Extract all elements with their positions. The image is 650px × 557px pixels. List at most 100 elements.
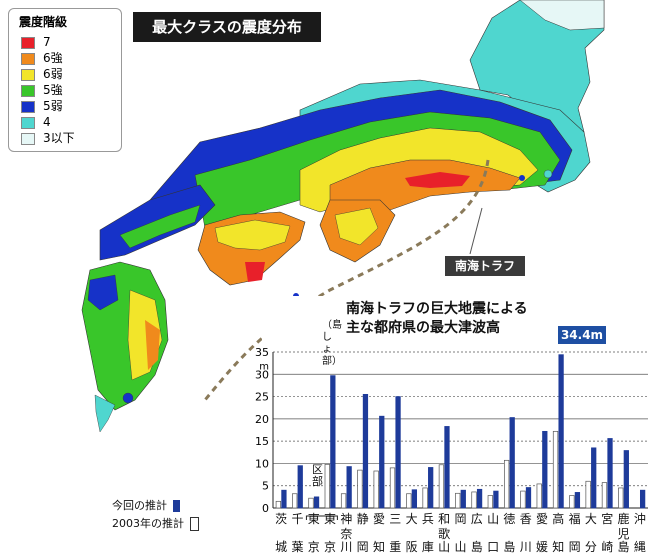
legend-2003: 2003年の推計 [112,515,199,533]
x-tick-label-top: 高 [552,512,565,526]
y-tick-label: 20 [255,413,269,426]
x-tick-label-top: 愛 [372,512,385,526]
bar-current [330,375,336,509]
x-tick-label-top: 宮 [601,512,614,526]
x-tick-label-bottom: 島 [503,540,516,554]
bar-current [460,489,466,509]
trough-label-leader [469,207,483,255]
legend-swatch [21,100,35,113]
tokyo-bracket [305,515,338,520]
legend-swatch [21,36,35,49]
legend-item: 4 [21,115,51,130]
x-tick-label-top: 鹿児 [617,512,630,541]
bar-2003 [324,463,330,509]
x-tick-label-bottom: 重 [389,540,402,554]
x-tick-label-top: 香 [519,512,532,526]
x-tick-label-bottom: 庫 [421,540,434,554]
chart-title: 南海トラフの巨大地震による 主な都府県の最大津波高 [346,300,576,338]
bar-2003 [373,470,379,509]
map-region-red-tokai [405,172,470,188]
x-tick-label-bottom: 縄 [633,540,646,554]
legend-swatch [21,84,35,97]
x-tick-label-bottom: 島 [617,540,630,554]
intensity-legend: 震度階級 7 6強 6弱 5強 5弱 4 3以下 [8,8,122,152]
x-tick-label-bottom: 阪 [405,540,418,554]
legend-item: 6強 [21,51,63,66]
bar-2003 [340,493,347,509]
bar-current [542,430,548,509]
x-tick-label-bottom: 分 [584,540,597,554]
legend-swatch [21,52,35,65]
x-tick-label-bottom: 川 [519,540,532,554]
chart-title-line1: 南海トラフの巨大地震による [346,301,528,317]
legend-item: 5弱 [21,99,63,114]
x-tick-label-bottom: 知 [552,540,565,554]
x-tick-label-top: 神奈 [340,512,353,541]
bar-2003 [569,495,575,509]
bar-current [362,393,369,509]
legend-item: 5強 [21,83,63,98]
bar-2003 [520,490,526,509]
bar-current [346,466,352,509]
x-tick-label-top: 岡 [454,512,467,526]
x-tick-label-top: 東 [324,512,337,526]
tokyo-ku-note: 区部 [312,463,323,488]
bar-current [395,396,401,509]
x-tick-label-bottom: 葉 [291,540,304,554]
bar-2003 [585,480,591,509]
max-value-callout: 34.4m [558,326,606,344]
y-tick-label: 30 [255,368,269,381]
x-tick-label-top: 大 [405,512,418,526]
x-tick-label-bottom: 口 [487,540,500,554]
legend-item: 3以下 [21,131,75,146]
bar-current [428,467,434,509]
legend-swatch [21,132,35,145]
bar-2003 [471,491,477,509]
bar-current [476,488,483,509]
bar-current [623,450,629,509]
x-tick-label-top: 徳 [503,512,516,526]
tokyo-islands-note: （島しょ部） [322,320,342,367]
bar-2003 [601,482,608,509]
x-tick-label-top: 静 [356,512,369,526]
legend-current: 今回の推計 [112,497,199,515]
bar-2003 [275,500,282,509]
legend-item: 7 [21,35,51,50]
bar-current [313,496,320,509]
x-tick-label-top: 山 [487,512,500,526]
x-tick-label-top: 和歌 [438,512,451,541]
x-tick-label-top: 兵 [421,512,434,526]
x-tick-label-bottom: 媛 [536,540,549,554]
y-tick-label: 35 [255,346,269,359]
bar-current [444,426,450,509]
bar-2003 [618,487,624,509]
x-tick-label-bottom: 京 [307,540,320,554]
bar-current [411,489,418,509]
bar-2003 [438,464,445,509]
x-tick-label-bottom: 京 [324,540,337,554]
x-tick-label-bottom: 山 [438,540,451,554]
x-tick-label-top: 広 [470,512,483,526]
x-tick-label-bottom: 島 [470,540,483,554]
bar-current [574,492,581,509]
x-tick-label-top: 沖 [633,512,646,526]
y-tick-label: 10 [255,457,269,470]
legend-swatch [21,68,35,81]
bar-current [281,489,287,509]
bar-current [379,415,385,509]
bar-2003 [406,493,412,509]
bar-2003 [503,459,510,509]
bar-2003 [455,492,461,509]
nankai-trough-line [203,159,490,401]
legend-item: 6弱 [21,67,63,82]
chart-legend: 今回の推計 2003年の推計 [112,497,199,533]
x-tick-label-top: 愛 [536,512,549,526]
x-tick-label-top: 千 [291,512,304,526]
x-tick-label-top: 三 [389,512,402,526]
x-tick-label-bottom: 山 [454,540,467,554]
bar-2003 [308,497,314,509]
y-tick-label: 5 [262,480,269,493]
y-tick-label: 25 [255,391,269,404]
